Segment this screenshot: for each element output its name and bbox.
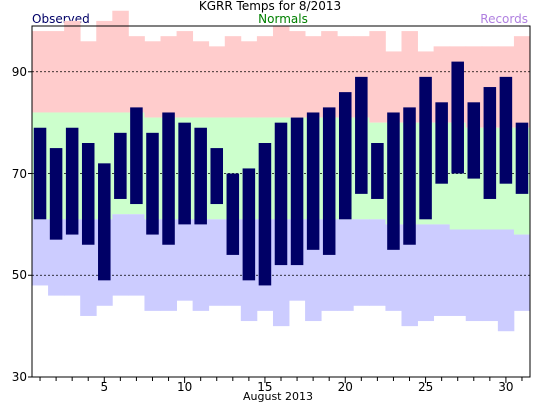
record-low-band — [64, 219, 81, 296]
x-tick-label: 15 — [257, 380, 273, 394]
observed-bar — [178, 122, 191, 225]
record-low-band — [128, 214, 145, 296]
record-low-band — [433, 224, 451, 316]
record-high-band — [192, 41, 210, 118]
record-low-band — [208, 219, 226, 306]
x-tick-label: 25 — [417, 380, 434, 394]
observed-bar — [403, 107, 416, 245]
record-low-band — [497, 229, 515, 332]
record-low-band — [417, 224, 435, 322]
record-low-band — [481, 229, 499, 322]
legend-records: Records — [480, 12, 528, 26]
record-high-band — [513, 36, 531, 128]
record-high-band — [321, 31, 338, 118]
record-low-band — [337, 219, 354, 311]
observed-bar — [81, 143, 95, 245]
observed-bar — [226, 173, 240, 255]
record-low-band — [144, 219, 161, 311]
observed-bar — [306, 112, 320, 250]
observed-bar — [130, 107, 143, 205]
observed-bar — [483, 87, 497, 199]
observed-bar — [33, 127, 47, 220]
observed-bar — [210, 148, 224, 205]
y-tick-label: 50 — [11, 268, 27, 283]
record-low-band — [192, 219, 210, 311]
record-high-band — [256, 36, 274, 118]
observed-bar — [194, 127, 207, 225]
observed-bar — [355, 76, 368, 194]
record-high-band — [289, 31, 306, 118]
record-high-band — [305, 36, 322, 118]
observed-bar — [49, 148, 63, 240]
record-high-band — [128, 36, 145, 113]
record-high-band — [64, 20, 81, 113]
observed-bar — [98, 163, 111, 281]
y-tick-label: 70 — [11, 166, 27, 181]
record-high-band — [160, 36, 177, 118]
record-high-band — [240, 41, 258, 118]
record-low-band — [353, 219, 370, 306]
record-high-band — [224, 36, 242, 118]
record-low-band — [112, 214, 129, 296]
observed-bar — [467, 102, 481, 179]
record-high-band — [176, 31, 194, 118]
record-low-band — [32, 219, 49, 286]
record-high-band — [112, 10, 129, 113]
x-tick-label: 20 — [337, 380, 353, 394]
chart-title: KGRR Temps for 8/2013 — [198, 0, 342, 13]
x-axis-label: August 2013 — [243, 390, 313, 403]
observed-bar — [65, 127, 79, 235]
record-low-band — [176, 219, 194, 301]
observed-bar — [371, 143, 384, 199]
observed-bar — [258, 143, 272, 286]
x-tick-label: 10 — [176, 380, 193, 394]
y-tick-label: 90 — [11, 64, 27, 79]
record-high-band — [96, 20, 113, 113]
observed-bar — [146, 132, 159, 235]
x-tick-label: 5 — [100, 380, 109, 394]
record-low-band — [513, 234, 531, 311]
observed-bar — [322, 107, 336, 255]
record-high-band — [80, 41, 97, 113]
y-tick-label: 30 — [11, 370, 27, 384]
observed-bar — [419, 76, 432, 220]
legend-normals: Normals — [258, 12, 308, 26]
x-tick-label: 30 — [498, 380, 514, 394]
observed-bar — [515, 122, 529, 194]
record-low-band — [369, 219, 386, 306]
observed-bar — [451, 61, 464, 174]
record-high-band — [208, 46, 226, 118]
observed-bar — [499, 76, 513, 184]
observed-bar — [162, 112, 175, 245]
observed-bar — [435, 102, 448, 184]
record-high-band — [144, 41, 161, 118]
observed-bar — [290, 117, 304, 266]
record-high-band — [385, 51, 402, 123]
observed-bar — [242, 168, 256, 281]
record-high-band — [369, 31, 386, 123]
observed-bar — [387, 112, 400, 250]
record-high-band — [401, 31, 418, 123]
observed-bar — [274, 122, 288, 266]
observed-bar — [338, 92, 352, 220]
record-low-band — [449, 229, 467, 316]
observed-bar — [114, 132, 127, 199]
